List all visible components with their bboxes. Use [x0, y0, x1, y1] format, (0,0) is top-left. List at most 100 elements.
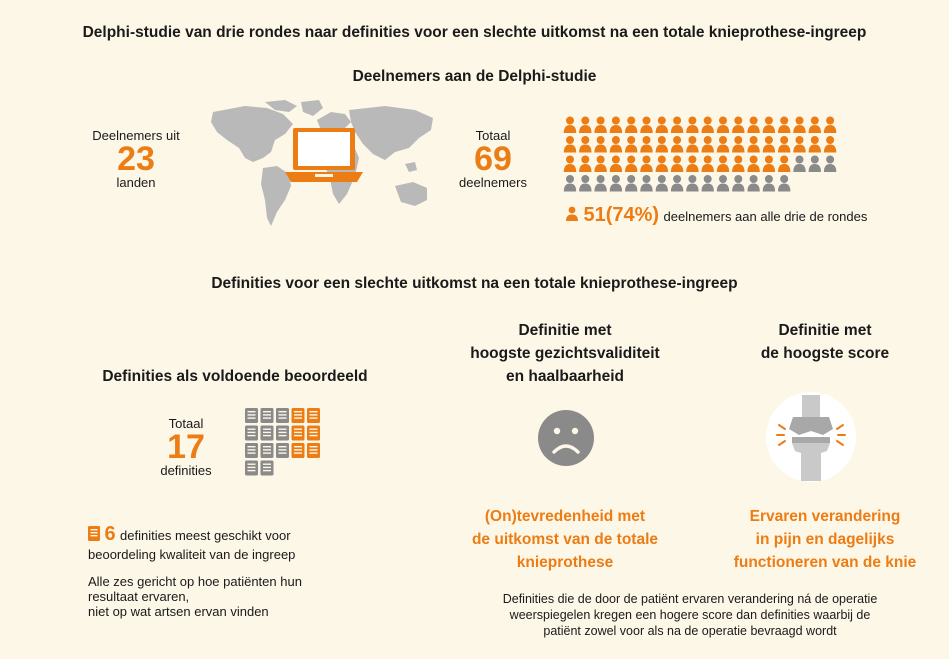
document-icon — [260, 443, 274, 458]
document-icon — [291, 425, 305, 441]
person-icon — [701, 155, 714, 172]
total-participants-value: 69 — [474, 140, 512, 178]
person-icon — [793, 136, 806, 153]
person-icon — [609, 136, 623, 153]
sad-face-icon — [538, 410, 594, 466]
person-icon — [716, 155, 730, 172]
person-icon — [563, 175, 577, 192]
definitions-heading: Definities voor een slechte uitkomst na … — [211, 275, 738, 292]
definition-grid — [245, 408, 320, 476]
document-icon — [245, 425, 258, 441]
highest-score-result-line: in pijn en dagelijks — [755, 531, 895, 548]
sufficient-heading: Definities als voldoende beoordeeld — [102, 368, 368, 385]
document-icon — [245, 443, 258, 458]
person-icon — [808, 116, 821, 133]
person-icon — [778, 175, 791, 192]
document-icon — [291, 408, 305, 423]
participant-grid — [563, 116, 837, 192]
person-icon — [563, 155, 577, 172]
person-icon — [778, 116, 791, 133]
person-icon — [732, 155, 745, 172]
document-icon — [245, 460, 258, 476]
person-icon — [823, 155, 837, 172]
person-icon — [563, 116, 577, 133]
document-icon — [260, 425, 274, 441]
all-rounds-line: 51(74%) deelnemers aan alle drie de rond… — [565, 204, 925, 227]
participants-heading: Deelnemers aan de Delphi-studie — [352, 68, 597, 85]
footnote-line: patiënt zowel voor als na de operatie be… — [543, 624, 837, 638]
world-map-icon — [211, 100, 433, 226]
countries-value: 23 — [117, 140, 155, 178]
person-icon — [823, 136, 837, 153]
person-icon — [579, 155, 592, 172]
note-line-3: niet op wat artsen ervan vinden — [88, 604, 269, 619]
document-icon — [276, 408, 289, 423]
person-icon — [732, 136, 745, 153]
highest-score-heading: Definitie met de hoogste score — [700, 319, 949, 365]
person-icon — [701, 136, 714, 153]
person-icon — [716, 116, 730, 133]
person-icon — [640, 155, 653, 172]
person-icon — [808, 136, 821, 153]
person-icon — [594, 116, 607, 133]
document-icon — [245, 408, 258, 423]
all-rounds-text: deelnemers aan alle drie de rondes — [663, 209, 868, 224]
highest-score-result-line: functioneren van de knie — [733, 554, 917, 571]
person-icon — [747, 175, 760, 192]
person-icon — [670, 136, 684, 153]
person-icon — [655, 136, 668, 153]
person-icon — [732, 175, 745, 192]
total-definitions-suffix: definities — [160, 463, 212, 478]
best-definitions-text-1: definities meest geschikt voor — [120, 528, 291, 543]
person-icon — [579, 116, 592, 133]
knee-joint-icon — [766, 392, 856, 482]
document-icon — [88, 526, 100, 541]
person-icon — [747, 116, 760, 133]
person-icon — [594, 136, 607, 153]
person-icon — [655, 155, 668, 172]
person-icon — [732, 116, 745, 133]
person-icon — [563, 136, 577, 153]
footnote: Definities die de door de patiënt ervare… — [440, 591, 940, 639]
person-icon — [808, 155, 821, 172]
person-icon — [594, 175, 607, 192]
best-definitions-text-2: beoordeling kwaliteit van de ingreep — [88, 547, 296, 562]
face-validity-heading-line: en haalbaarheid — [505, 368, 624, 385]
document-icon — [276, 425, 289, 441]
document-icon — [291, 443, 305, 458]
person-icon — [640, 136, 653, 153]
main-title: Delphi-studie van drie rondes naar defin… — [82, 24, 867, 41]
highest-score-result-line: Ervaren verandering — [749, 508, 901, 525]
note-line-1: Alle zes gericht op hoe patiënten hun — [88, 574, 302, 589]
person-icon — [686, 155, 699, 172]
face-validity-result: (On)tevredenheid met de uitkomst van de … — [430, 505, 700, 574]
person-icon — [625, 175, 638, 192]
person-icon — [609, 155, 623, 172]
total-definitions-prefix: Totaal — [168, 416, 204, 431]
document-icon — [260, 460, 274, 476]
person-icon — [762, 136, 776, 153]
person-icon — [793, 116, 806, 133]
person-icon — [701, 116, 714, 133]
total-participants-prefix: Totaal — [475, 128, 511, 143]
face-validity-result-line: (On)tevredenheid met — [484, 508, 646, 525]
document-icon — [307, 443, 320, 458]
person-icon — [566, 206, 578, 221]
person-icon — [747, 155, 760, 172]
total-definitions-value: 17 — [167, 428, 205, 466]
face-validity-heading: Definitie met hoogste gezichtsvaliditeit… — [430, 319, 700, 388]
person-icon — [640, 175, 653, 192]
person-icon — [686, 116, 699, 133]
best-definitions-block: 6 definities meest geschikt voor beoorde… — [88, 523, 408, 619]
person-icon — [579, 175, 592, 192]
person-icon — [655, 116, 668, 133]
all-rounds-value: 51(74%) — [583, 204, 660, 226]
document-icon — [307, 425, 320, 441]
person-icon — [670, 175, 684, 192]
highest-score-result: Ervaren verandering in pijn en dagelijks… — [700, 505, 949, 574]
countries-suffix: landen — [116, 175, 156, 190]
highest-score-heading-line: de hoogste score — [760, 345, 890, 362]
total-participants-block: Totaal 69 deelnemers — [448, 128, 538, 190]
person-icon — [655, 175, 668, 192]
best-definitions-value: 6 — [104, 523, 116, 545]
